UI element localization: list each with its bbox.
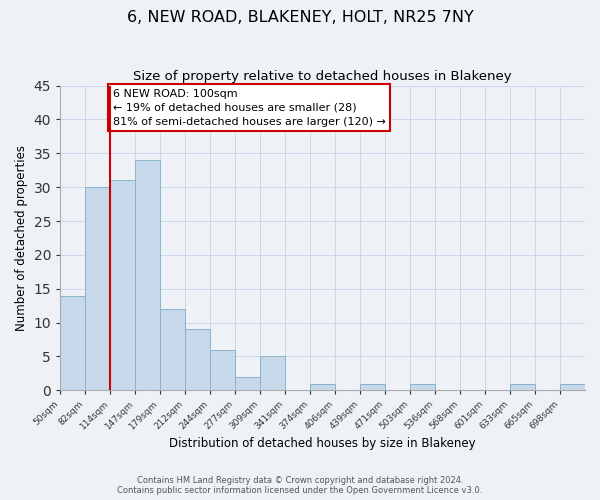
Bar bbox=[510, 384, 535, 390]
Bar bbox=[110, 180, 135, 390]
Bar bbox=[310, 384, 335, 390]
Y-axis label: Number of detached properties: Number of detached properties bbox=[15, 145, 28, 331]
Bar bbox=[360, 384, 385, 390]
Bar bbox=[560, 384, 585, 390]
Bar bbox=[210, 350, 235, 391]
Bar bbox=[235, 377, 260, 390]
Text: Contains HM Land Registry data © Crown copyright and database right 2024.
Contai: Contains HM Land Registry data © Crown c… bbox=[118, 476, 482, 495]
Bar bbox=[260, 356, 285, 390]
Bar bbox=[160, 309, 185, 390]
Bar bbox=[135, 160, 160, 390]
X-axis label: Distribution of detached houses by size in Blakeney: Distribution of detached houses by size … bbox=[169, 437, 476, 450]
Bar bbox=[410, 384, 435, 390]
Bar bbox=[85, 187, 110, 390]
Bar bbox=[185, 330, 210, 390]
Bar bbox=[60, 296, 85, 390]
Text: 6 NEW ROAD: 100sqm
← 19% of detached houses are smaller (28)
81% of semi-detache: 6 NEW ROAD: 100sqm ← 19% of detached hou… bbox=[113, 89, 386, 127]
Title: Size of property relative to detached houses in Blakeney: Size of property relative to detached ho… bbox=[133, 70, 512, 83]
Text: 6, NEW ROAD, BLAKENEY, HOLT, NR25 7NY: 6, NEW ROAD, BLAKENEY, HOLT, NR25 7NY bbox=[127, 10, 473, 25]
